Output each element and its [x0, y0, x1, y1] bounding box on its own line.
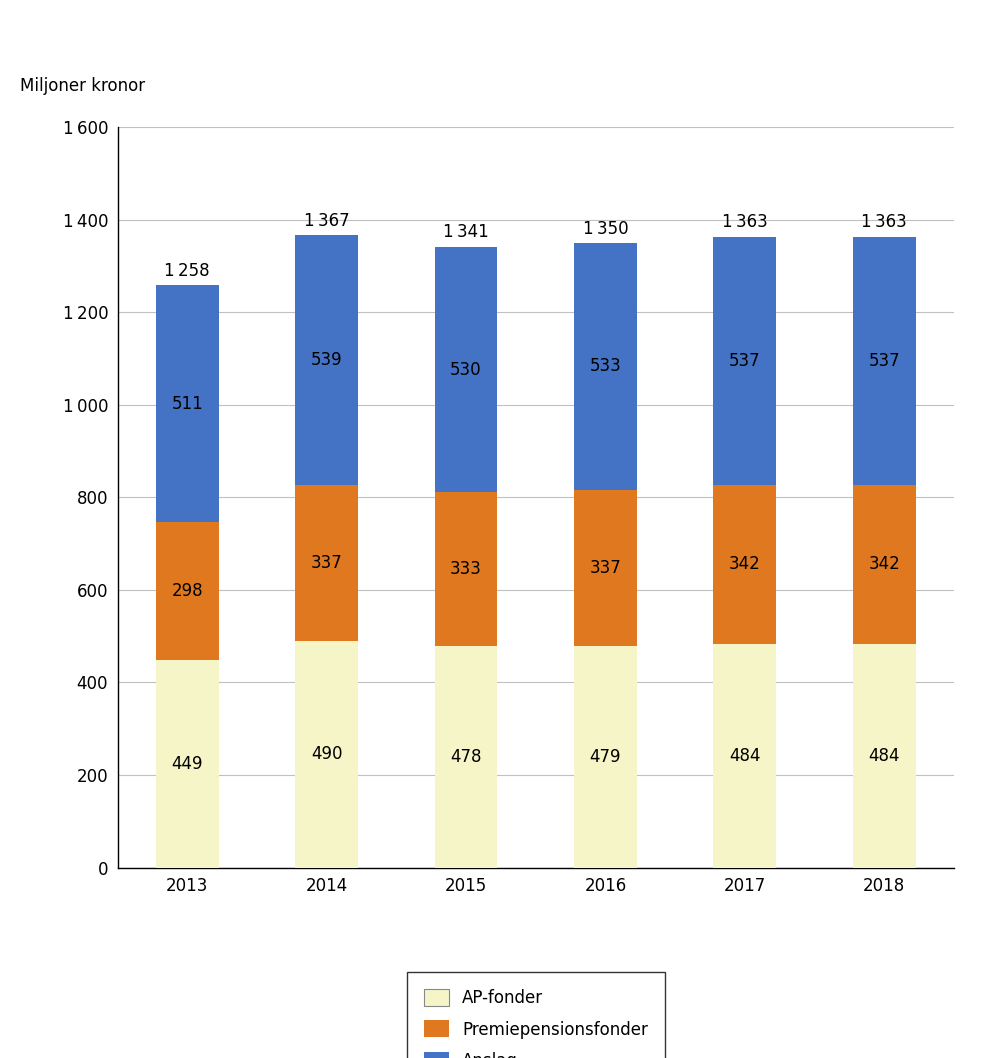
Text: 1 367: 1 367	[304, 212, 350, 230]
Bar	[295, 641, 358, 868]
Text: 537: 537	[729, 352, 761, 370]
Bar	[714, 237, 777, 486]
Bar	[853, 643, 915, 868]
Bar	[853, 486, 915, 643]
Bar	[714, 486, 777, 643]
Text: 449: 449	[172, 754, 203, 772]
Text: 537: 537	[868, 352, 900, 370]
Text: 1 363: 1 363	[722, 213, 768, 231]
Text: 511: 511	[171, 395, 203, 413]
Text: 342: 342	[729, 555, 761, 573]
Text: 484: 484	[868, 747, 899, 765]
Bar	[295, 235, 358, 485]
Text: 479: 479	[590, 748, 621, 766]
Bar	[156, 286, 218, 522]
Text: 337: 337	[311, 553, 342, 571]
Text: 1 350: 1 350	[583, 220, 628, 238]
Bar	[434, 492, 497, 646]
Text: 539: 539	[311, 351, 342, 369]
Text: 1 341: 1 341	[443, 223, 489, 241]
Bar	[156, 522, 218, 660]
Text: 490: 490	[311, 745, 342, 763]
Text: 333: 333	[450, 561, 482, 579]
Text: 337: 337	[590, 559, 621, 577]
Text: 478: 478	[450, 748, 482, 766]
Bar	[574, 243, 637, 490]
Bar	[714, 643, 777, 868]
Text: 484: 484	[729, 747, 761, 765]
Text: 1 258: 1 258	[164, 261, 210, 279]
Bar	[434, 646, 497, 868]
Bar	[434, 247, 497, 492]
Bar	[574, 645, 637, 868]
Legend: AP-fonder, Premiepensionsfonder, Anslag: AP-fonder, Premiepensionsfonder, Anslag	[407, 972, 665, 1058]
Text: Miljoner kronor: Miljoner kronor	[20, 77, 145, 95]
Bar	[295, 485, 358, 641]
Text: 342: 342	[868, 555, 900, 573]
Bar	[574, 490, 637, 645]
Bar	[156, 660, 218, 868]
Text: 298: 298	[171, 582, 203, 600]
Text: 533: 533	[590, 358, 621, 376]
Text: 1 363: 1 363	[861, 213, 907, 231]
Bar	[853, 237, 915, 486]
Text: 530: 530	[450, 361, 482, 379]
